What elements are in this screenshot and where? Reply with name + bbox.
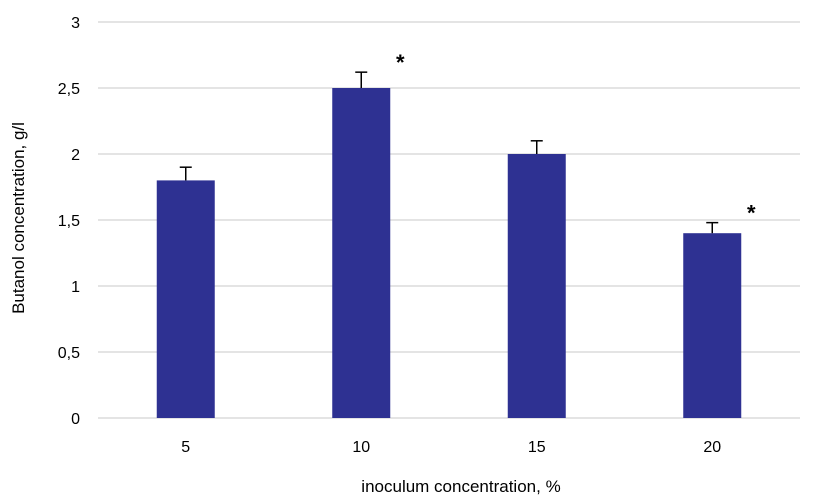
bar <box>507 154 566 418</box>
bar <box>156 180 215 418</box>
y-tick-label: 3 <box>71 15 80 32</box>
y-tick-labels: 0 0,5 1 1,5 2 2,5 3 <box>58 15 80 428</box>
significance-marker: * <box>747 201 756 226</box>
bar <box>332 88 391 418</box>
y-tick-label: 0,5 <box>58 345 80 362</box>
bar <box>683 233 742 418</box>
x-tick-labels: 5 10 15 20 <box>181 439 721 456</box>
y-tick-label: 2 <box>71 147 80 164</box>
y-axis-label: Butanol concentration, g/l <box>9 122 28 314</box>
gridlines <box>98 21 800 419</box>
significance-marker: * <box>396 50 405 75</box>
x-tick-label: 5 <box>181 439 190 456</box>
x-tick-label: 20 <box>703 439 721 456</box>
x-axis-label: inoculum concentration, % <box>361 477 560 496</box>
y-tick-label: 1 <box>71 279 80 296</box>
bars: ** <box>156 50 756 418</box>
y-tick-label: 1,5 <box>58 213 80 230</box>
x-tick-label: 10 <box>352 439 370 456</box>
y-tick-label: 0 <box>71 411 80 428</box>
x-tick-label: 15 <box>528 439 546 456</box>
y-tick-label: 2,5 <box>58 81 80 98</box>
